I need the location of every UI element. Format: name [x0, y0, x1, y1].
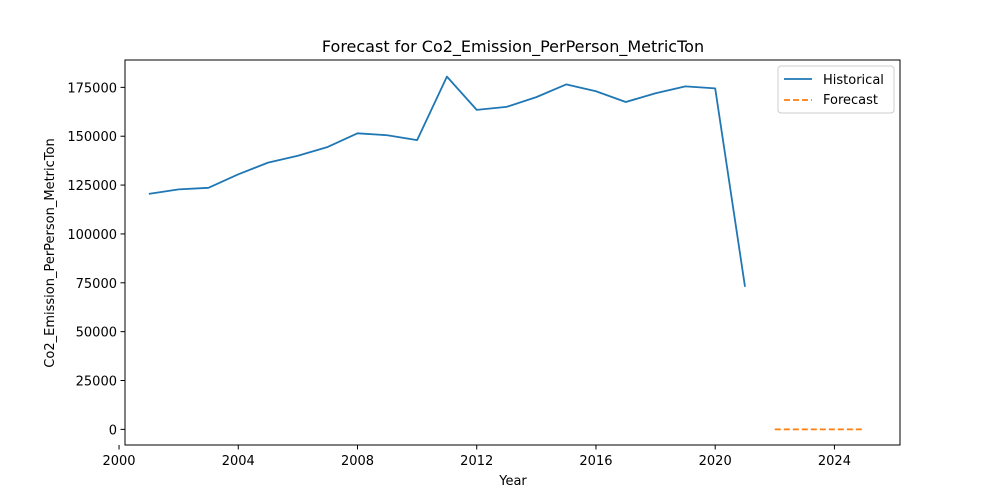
chart-title: Forecast for Co2_Emission_PerPerson_Metr… — [322, 37, 704, 57]
y-axis-label: Co2_Emission_PerPerson_MetricTon — [43, 138, 58, 367]
x-tick-label: 2008 — [341, 454, 374, 469]
series-line-historical — [148, 75, 746, 287]
y-tick-label: 175000 — [67, 81, 117, 96]
x-tick-label: 2012 — [460, 454, 493, 469]
legend-box — [777, 65, 895, 114]
legend-label-forecast: Forecast — [823, 93, 878, 108]
legend-label-historical: Historical — [823, 73, 884, 88]
plot-content — [148, 75, 865, 431]
legend: Historical Forecast — [777, 65, 895, 114]
y-tick-label: 100000 — [67, 228, 117, 243]
y-tick-label: 25000 — [76, 375, 117, 390]
x-tick-label: 2000 — [102, 454, 135, 469]
y-tick-label: 75000 — [76, 277, 117, 292]
y-tick-label: 0 — [109, 423, 117, 438]
y-tick-label: 125000 — [67, 179, 117, 194]
x-axis-label: Year — [498, 474, 527, 489]
x-tick-label: 2020 — [699, 454, 732, 469]
x-tick-label: 2016 — [579, 454, 612, 469]
plot-frame — [124, 59, 901, 446]
y-axis-ticks: 0 25000 50000 75000 100000 125000 150000 175000 — [67, 81, 125, 438]
y-tick-label: 150000 — [67, 130, 117, 145]
x-tick-label: 2004 — [222, 454, 255, 469]
x-tick-label: 2024 — [818, 454, 851, 469]
y-tick-label: 50000 — [76, 326, 117, 341]
x-axis-ticks: 2000 2004 2008 2012 2016 2020 2024 — [102, 445, 851, 469]
